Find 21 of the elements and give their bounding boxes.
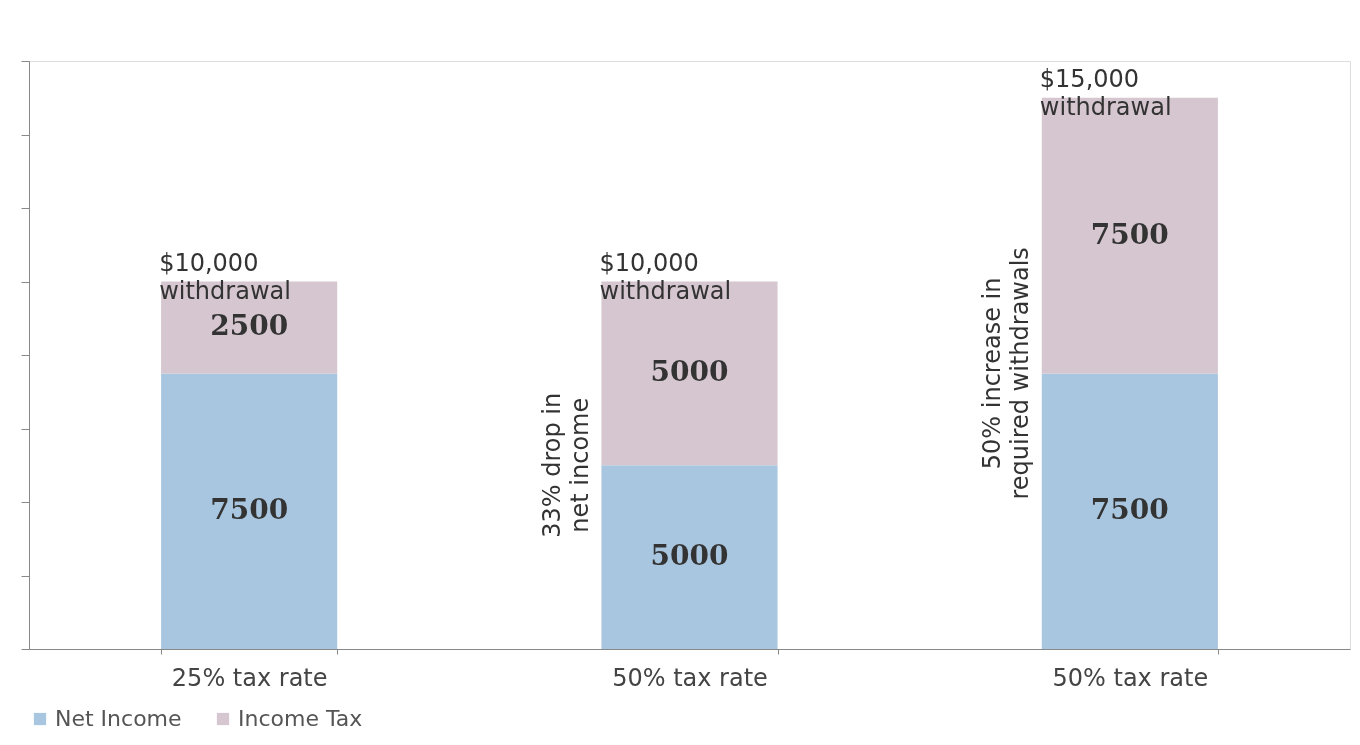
legend-label: Income Tax	[238, 706, 363, 731]
data-label: 5000	[650, 539, 729, 573]
bar	[601, 281, 778, 466]
data-label: 2500	[210, 309, 289, 343]
annotation: $15,000 withdrawal	[1039, 64, 1172, 121]
annotation: $10,000 withdrawal	[599, 248, 732, 305]
x-tick-label: 50% tax rate	[1052, 663, 1209, 692]
data-label: 7500	[210, 493, 289, 527]
data-label: 5000	[650, 355, 729, 389]
data-label: 7500	[1090, 493, 1169, 527]
x-tick-label: 50% tax rate	[612, 663, 768, 692]
bar	[1041, 97, 1218, 374]
data-label: 7500	[1090, 217, 1169, 251]
bar	[601, 465, 778, 649]
x-tick-label: 25% tax rate	[171, 663, 328, 692]
bar	[161, 373, 338, 649]
bar	[1041, 373, 1218, 649]
annotation: 33% drop in net income	[537, 392, 594, 538]
annotation: 50% increase in required withdrawals	[977, 247, 1034, 500]
legend-label: Net Income	[55, 706, 182, 731]
annotation: $10,000 withdrawal	[159, 248, 291, 305]
